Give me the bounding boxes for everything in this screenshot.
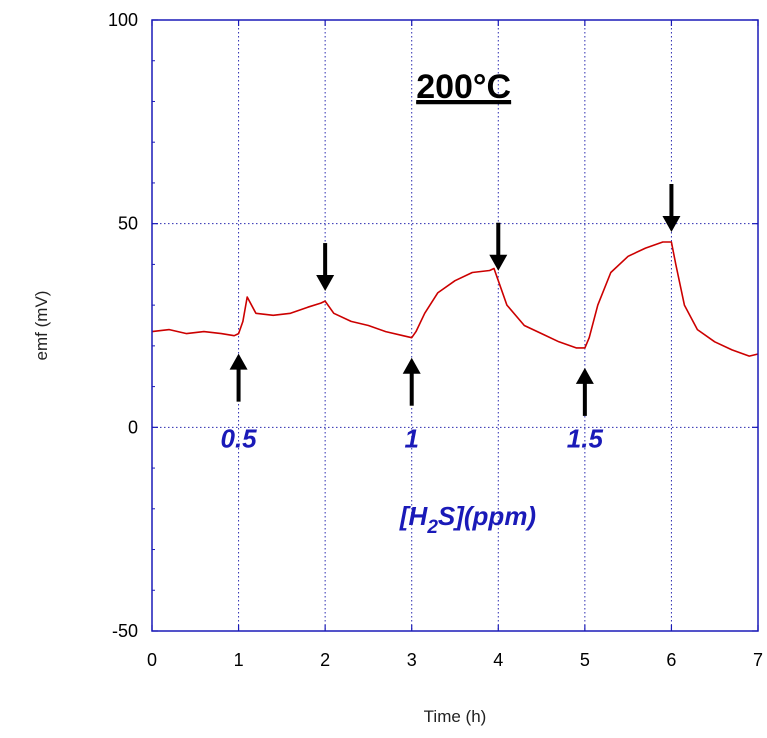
concentration-label: [H2S](ppm): [399, 501, 536, 538]
y-tick-label: -50: [112, 621, 138, 641]
x-tick-label: 6: [666, 650, 676, 670]
grid-layer: [152, 20, 758, 631]
plot-frame: [151, 19, 759, 632]
concentration-value-label: 0.5: [220, 423, 257, 453]
x-tick-label: 5: [580, 650, 590, 670]
arrow-head: [662, 215, 681, 232]
gas-on-arrow-up: [229, 353, 248, 402]
x-tick-label: 0: [147, 650, 157, 670]
y-tick-label: 100: [108, 10, 138, 30]
label-layer: 0.5 1 1.5: [220, 423, 603, 453]
arrow-head: [229, 353, 248, 370]
x-tick-label: 2: [320, 650, 330, 670]
y-tick-label: 50: [118, 214, 138, 234]
gas-on-arrow-up: [575, 367, 594, 416]
concentration-label-suffix: S](ppm): [438, 501, 536, 531]
concentration-label-prefix: [H: [399, 501, 429, 531]
x-tick-label: 7: [753, 650, 763, 670]
x-tick-label: 1: [234, 650, 244, 670]
arrow-layer: [229, 183, 681, 416]
gas-off-arrow-down: [662, 183, 681, 232]
y-tick-label: 0: [128, 417, 138, 437]
arrow-head: [489, 254, 508, 271]
gas-off-arrow-down: [489, 222, 508, 271]
gas-off-arrow-down: [316, 243, 335, 292]
x-tick-label: 3: [407, 650, 417, 670]
arrow-head: [316, 275, 335, 292]
arrow-head: [402, 357, 421, 374]
concentration-value-label: 1.5: [567, 423, 604, 453]
x-tick-label: 4: [493, 650, 503, 670]
chart-title: 200°C: [416, 68, 511, 106]
gas-on-arrow-up: [402, 357, 421, 406]
emf-series-line: [151, 241, 759, 357]
tick-layer: 0 1 2 3 4 5 6 7 100 50 0 -50: [108, 10, 763, 670]
series-layer: [151, 241, 759, 357]
y-axis-title: emf (mV): [32, 291, 51, 361]
x-axis-title: Time (h): [424, 707, 487, 726]
concentration-label-subscript: 2: [426, 517, 438, 538]
arrow-head: [575, 367, 594, 384]
concentration-value-label: 1: [404, 423, 418, 453]
